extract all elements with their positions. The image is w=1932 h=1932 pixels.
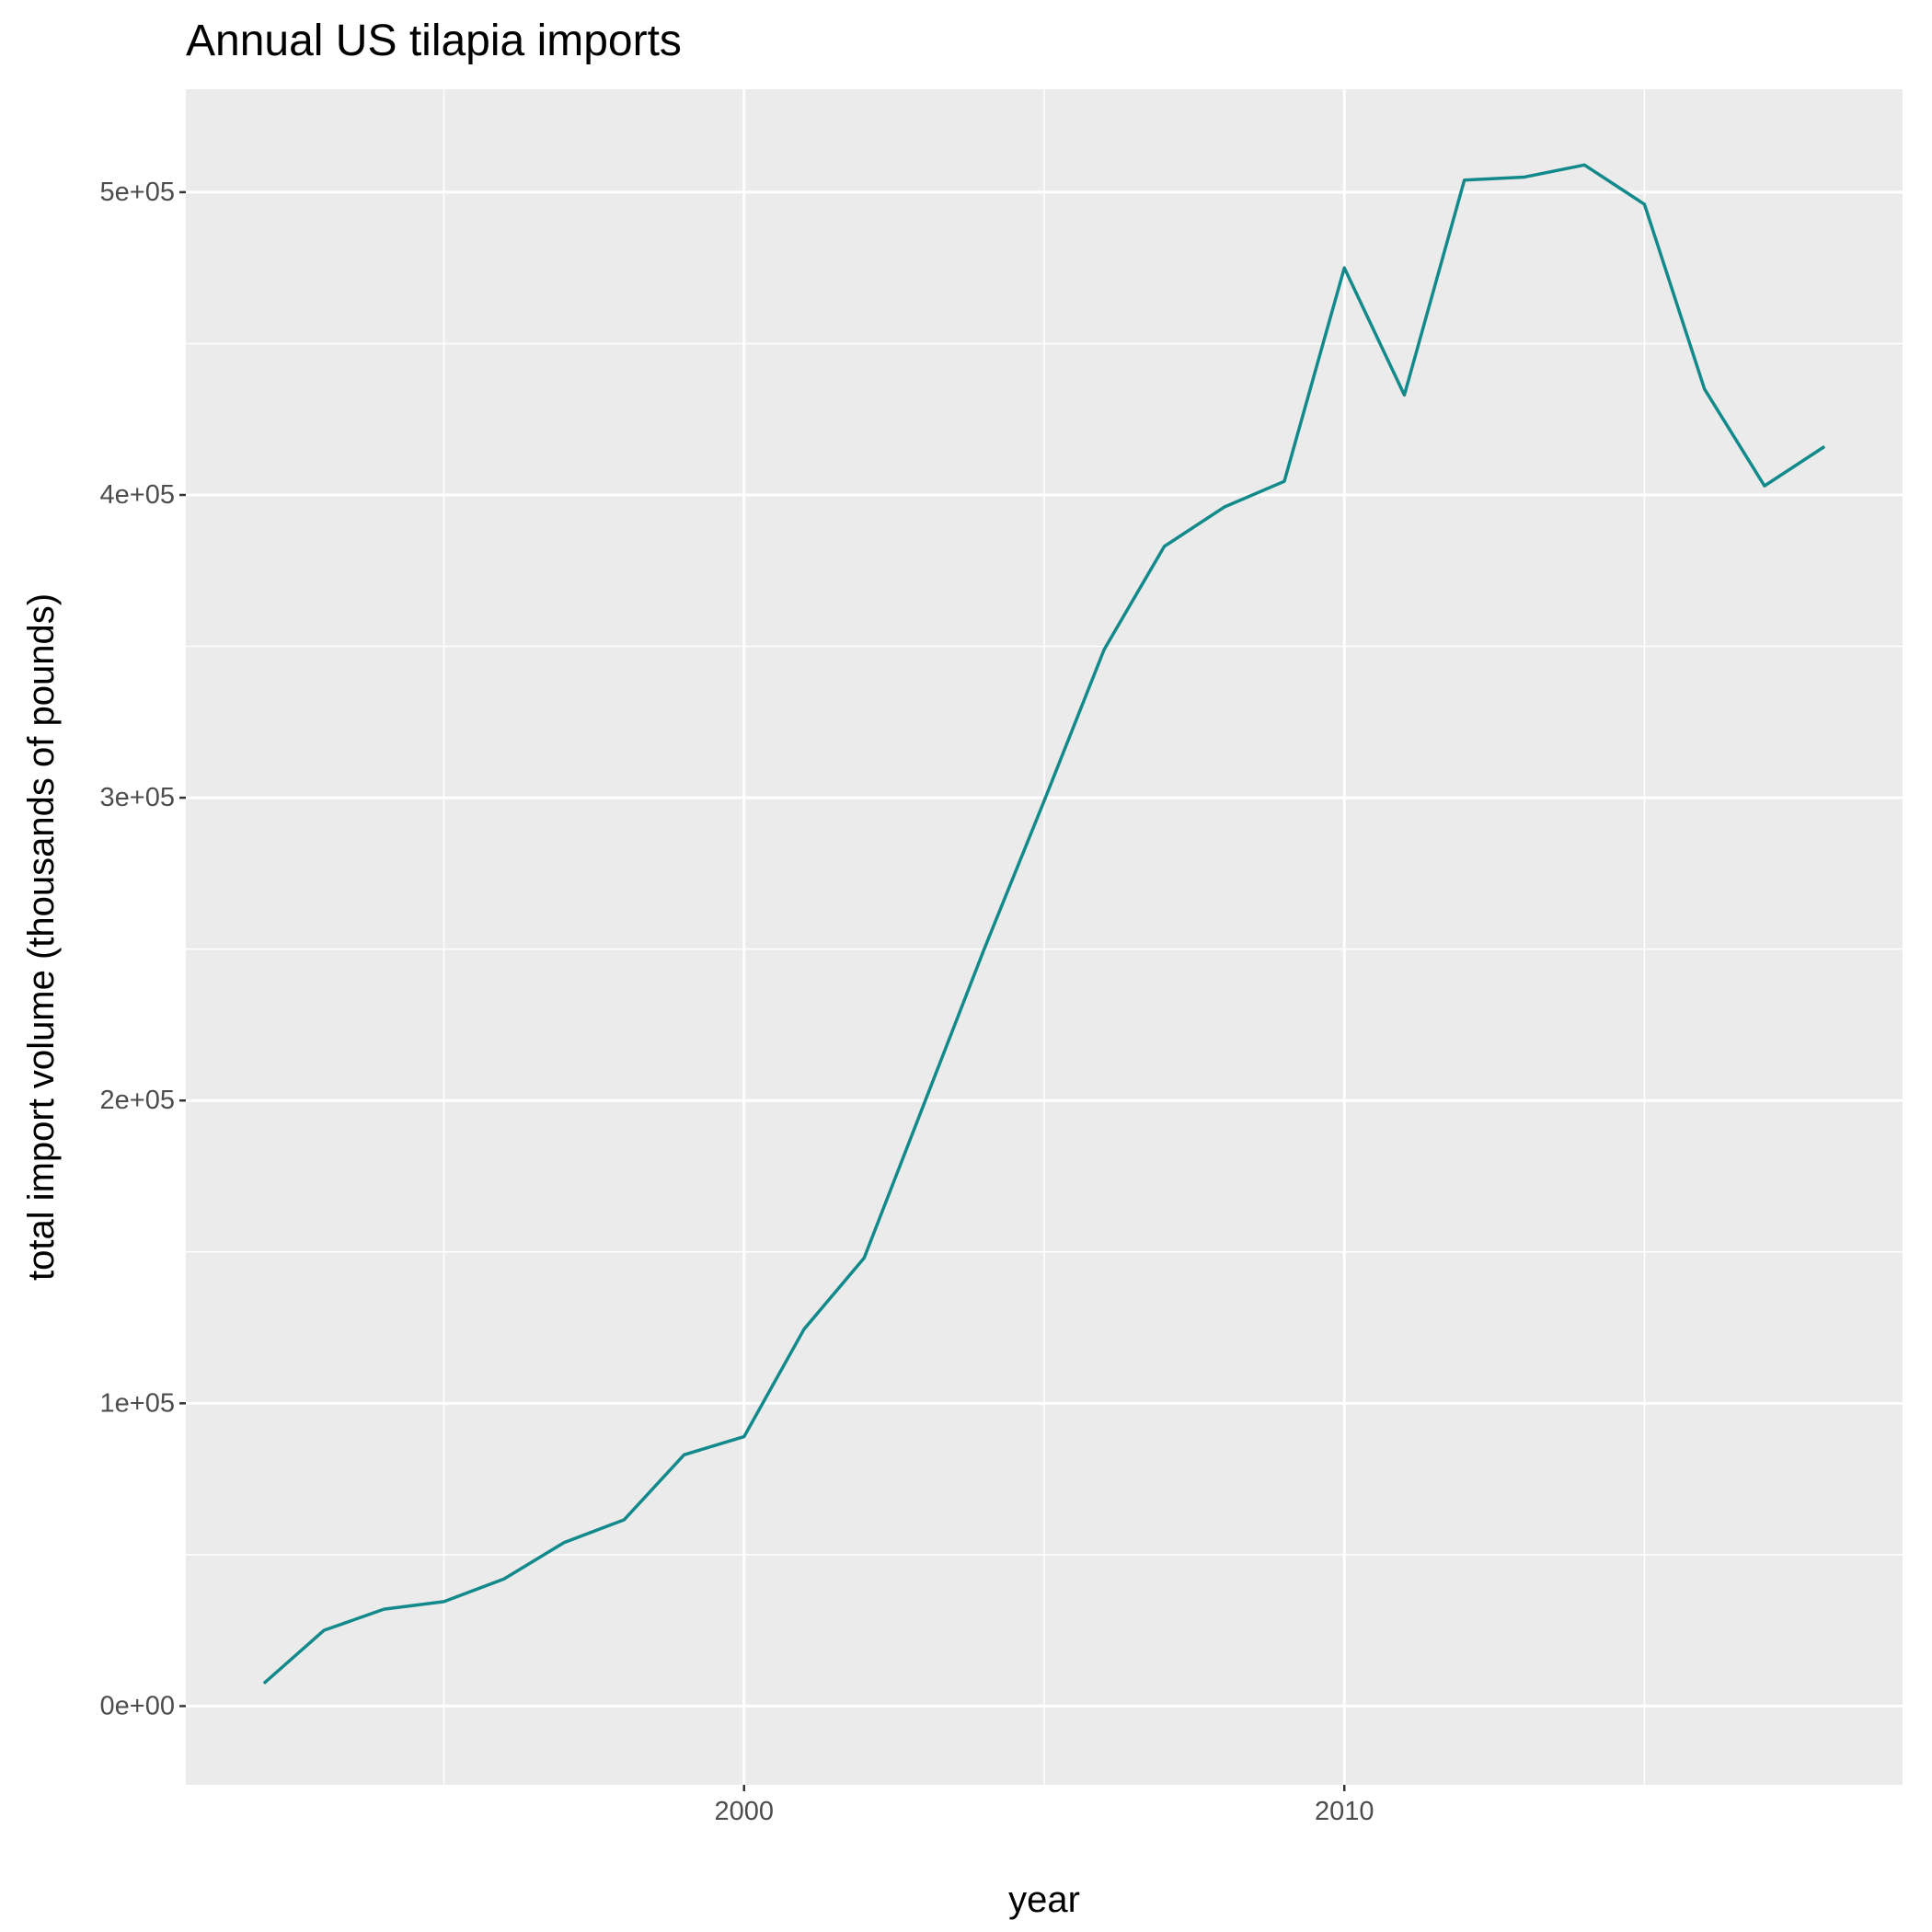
x-axis: 2000 2010	[715, 1785, 1374, 1826]
y-tick-label: 0e+00	[100, 1691, 175, 1720]
y-tick-label: 4e+05	[100, 480, 175, 510]
y-tick-label: 2e+05	[100, 1086, 175, 1115]
x-axis-title: year	[1008, 1880, 1080, 1920]
x-tick-label: 2010	[1315, 1797, 1374, 1826]
x-tick-label: 2000	[715, 1797, 775, 1826]
y-tick-label: 1e+05	[100, 1388, 175, 1418]
series-layer	[262, 163, 1826, 1685]
series-line	[262, 163, 1826, 1685]
chart-title: Annual US tilapia imports	[186, 17, 682, 65]
y-tick-label: 3e+05	[100, 783, 175, 812]
y-axis: 0e+00 1e+05 2e+05 3e+05 4e+05 5e+05	[100, 178, 186, 1720]
y-axis-title: total import volume (thousands of pounds…	[21, 593, 62, 1281]
y-tick-label: 5e+05	[100, 178, 175, 207]
grid-minor	[186, 89, 1903, 1785]
